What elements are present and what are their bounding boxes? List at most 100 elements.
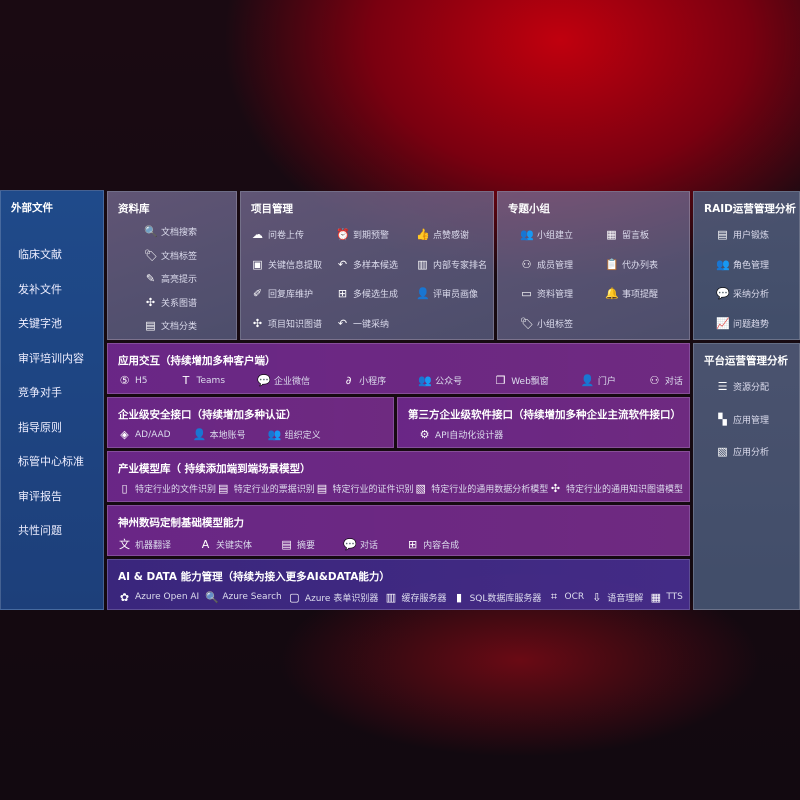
sidebar-item[interactable]: 竞争对手 (18, 386, 62, 399)
raid-panel: RAID运营管理分析 ▤ 用户锻炼 👥 角色管理 💬 采纳分析 📈 问题趋势 (693, 191, 800, 340)
rank-icon: ▥ (417, 257, 428, 271)
thumbs-up-icon: 👍 (416, 228, 430, 241)
chat-users-icon: ⚇ (649, 374, 660, 387)
feature-item[interactable]: 🏷 小组标签 (520, 317, 573, 330)
doc-class-icon: ▤ (145, 319, 156, 332)
feature-item[interactable]: 💬 企业微信 (257, 374, 310, 387)
sidebar-item[interactable]: 临床文献 (18, 248, 62, 261)
feature-label: 资料管理 (537, 290, 574, 300)
feature-label: 用户锻炼 (733, 231, 770, 241)
feature-item[interactable]: 💬 对话 (343, 536, 378, 552)
sidebar-item[interactable]: 发补文件 (18, 282, 62, 296)
feature-item[interactable]: ⑤ H5 (118, 374, 148, 387)
feature-item[interactable]: ▤ 文档分类 (144, 319, 197, 332)
feature-item[interactable]: T Teams (180, 374, 225, 387)
teams-icon: T (182, 374, 190, 387)
feature-label: 留言板 (622, 231, 650, 241)
feature-item[interactable]: ▤ 摘要 (280, 536, 315, 552)
sidebar-item[interactable]: 审评培训内容 (18, 351, 84, 365)
feature-item[interactable]: 👥 小组建立 (520, 228, 573, 241)
feature-item[interactable]: ▭ 资料管理 (520, 287, 573, 300)
library-panel: 资料库 🔍 文档搜索 🏷 文档标签 ✎ 高亮提示 ✣ 关系图谱 ▤ 文档分类 (107, 191, 237, 340)
feature-item[interactable]: ▮ SQL数据库服务器 (453, 590, 541, 604)
feature-label: 应用管理 (733, 415, 770, 426)
feature-item[interactable]: 文机器翻译 (118, 536, 171, 552)
panel-title: 应用交互（持续增加多种客户端） (118, 355, 276, 367)
feature-label: 代办列表 (622, 260, 659, 271)
feature-item[interactable]: ✎ 高亮提示 (144, 272, 197, 285)
feature-item[interactable]: ▧ 特定行业的通用数据分析模型 (414, 482, 549, 495)
feature-item[interactable]: 👥 公众号 (418, 374, 462, 387)
apps-icon: ▚ (718, 412, 727, 426)
sidebar-item[interactable]: 指导原则 (18, 420, 62, 434)
feature-item[interactable]: ⇩ 语音理解 (590, 590, 643, 604)
feature-item[interactable]: ⌗ OCR (547, 590, 584, 604)
feature-item[interactable]: ▧ 应用分析 (716, 445, 769, 458)
feature-item[interactable]: ▤ 特定行业的票据识别 (217, 482, 315, 495)
feature-item[interactable]: 👥 组织定义 (268, 428, 321, 441)
feature-item[interactable]: 🔍 Azure Search (205, 590, 281, 604)
feature-item[interactable]: ▥ 内部专家排名 (416, 258, 487, 271)
feature-item[interactable]: ⊞ 多候选生成 (336, 287, 398, 300)
feature-item[interactable]: ⚇ 对话 (648, 374, 682, 387)
feature-label: 特定行业的证件识别 (332, 485, 414, 495)
feature-item[interactable]: ☁ 问卷上传 (251, 228, 304, 241)
base-model-panel: 神州数码定制基础模型能力文机器翻译 A 关键实体 ▤ 摘要 💬 对话 ⊞ 内容合成 (107, 505, 690, 556)
feature-label: 内容合成 (423, 540, 460, 551)
sidebar-item[interactable]: 关键字池 (18, 317, 62, 330)
thirdparty-panel: 第三方企业级软件接口（持续增加多种企业主流软件接口） ⚙ API自动化设计器 (397, 397, 690, 448)
feature-item[interactable]: ❐ Web飘窗 (494, 374, 549, 387)
ad-icon: ◈ (120, 428, 129, 441)
feature-item[interactable]: ⏰ 到期预警 (336, 228, 389, 241)
feature-item[interactable]: ▥ 缓存服务器 (384, 590, 447, 604)
feature-item[interactable]: ✣ 项目知识图谱 (251, 317, 322, 330)
feature-item[interactable]: 💬 采纳分析 (716, 287, 769, 300)
feature-item[interactable]: ✐ 回复库维护 (251, 287, 313, 300)
feature-item[interactable]: ▚ 应用管理 (716, 413, 769, 426)
feature-label: 特定行业的文件识别 (135, 485, 217, 495)
feature-label: 摘要 (297, 540, 316, 551)
edit-icon: ✐ (252, 287, 263, 300)
feature-item[interactable]: 📋 代办列表 (605, 258, 658, 271)
feature-item[interactable]: 🔍 文档搜索 (144, 225, 197, 238)
feature-item[interactable]: A 关键实体 (199, 536, 252, 552)
feature-item[interactable]: ▯ 特定行业的文件识别 (118, 482, 216, 495)
feature-item[interactable]: ✣ 关系图谱 (144, 296, 197, 309)
sidebar-item[interactable]: 审评报告 (18, 489, 62, 503)
feature-item[interactable]: ▦ 留言板 (605, 228, 649, 241)
doc-icon: ▣ (252, 257, 263, 271)
feature-item[interactable]: ▤ 特定行业的证件识别 (315, 482, 414, 495)
feature-item[interactable]: ✣ 特定行业的通用知识图谱模型 (549, 482, 683, 495)
feature-item[interactable]: ∂ 小程序 (342, 374, 386, 387)
feature-item[interactable]: ↶ 一键采纳 (336, 317, 389, 330)
feature-label: 评审员画像 (433, 290, 479, 300)
feature-item[interactable]: 🏷 文档标签 (144, 249, 197, 262)
feature-item[interactable]: ⚇ 成员管理 (520, 258, 573, 271)
feature-item[interactable]: ▦ TTS (649, 590, 683, 604)
feature-item[interactable]: ✿ Azure Open AI (118, 590, 199, 604)
feature-item[interactable]: 👥 角色管理 (716, 258, 769, 271)
feature-item[interactable]: ▤ 用户锻炼 (716, 228, 769, 241)
feature-item[interactable]: ☰ 资源分配 (716, 380, 769, 393)
feature-item[interactable]: 🔔 事项提醒 (605, 287, 658, 300)
panel-title: 神州数码定制基础模型能力 (118, 517, 244, 529)
feature-item[interactable]: ↶ 多样本候选 (336, 258, 398, 271)
feature-item[interactable]: ⊞ 内容合成 (406, 536, 459, 552)
feature-label: 特定行业的通用数据分析模型 (431, 485, 549, 495)
feature-item[interactable]: 👍 点赞感谢 (416, 228, 469, 241)
feature-item[interactable]: ⚙ API自动化设计器 (418, 428, 504, 441)
file-icon: ▯ (121, 482, 128, 495)
sidebar-item[interactable]: 标管中心标准 (18, 455, 84, 468)
sidebar-item[interactable]: 共性问题 (18, 524, 62, 537)
feature-item[interactable]: 📈 问题趋势 (716, 317, 769, 330)
feature-label: 公众号 (435, 377, 463, 387)
feature-item[interactable]: 👤 评审员画像 (416, 287, 478, 300)
feature-item[interactable]: ▣ 关键信息提取 (251, 258, 322, 271)
qa-icon: 💬 (716, 287, 730, 300)
feature-item[interactable]: 👤 本地账号 (193, 428, 246, 441)
feature-item[interactable]: ▢ Azure 表单识别器 (288, 590, 378, 604)
feature-label: 门户 (597, 377, 616, 387)
feature-item[interactable]: ◈ AD/AAD (118, 428, 170, 441)
feature-item[interactable]: 👤 门户 (581, 374, 616, 387)
user-icon: 👤 (416, 287, 430, 300)
